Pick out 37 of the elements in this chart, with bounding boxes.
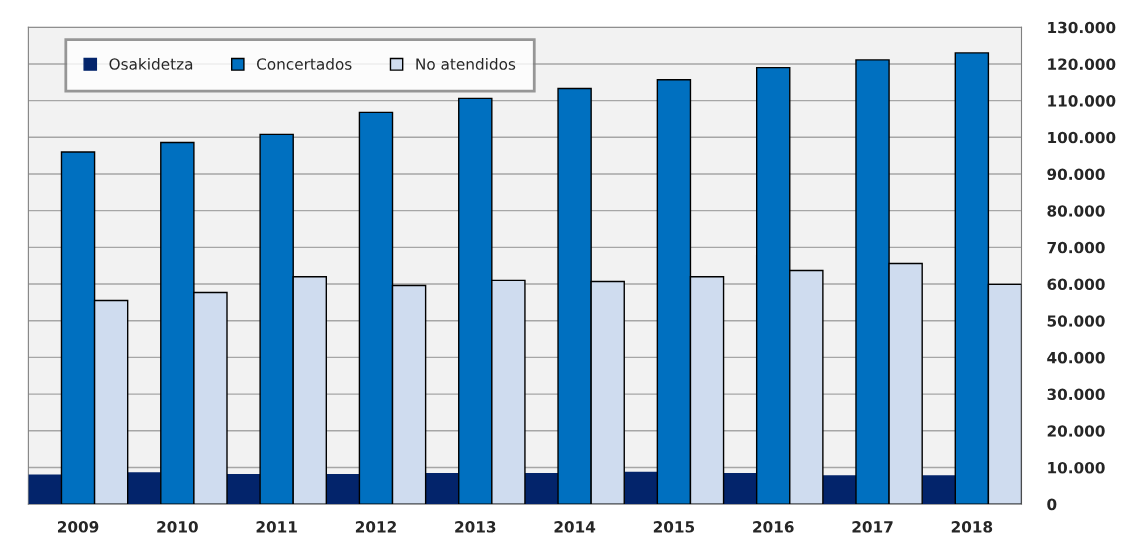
y-tick-label: 110.000 [1048, 95, 1116, 107]
y-tick-label: 10.000 [1048, 461, 1105, 474]
bar [425, 472, 459, 505]
y-tick-label: 60.000 [1047, 278, 1105, 291]
x-tick-label: 2011 [256, 521, 297, 533]
legend-label: No atendidos [416, 57, 516, 70]
bar [326, 474, 360, 505]
y-tick-label: 120.000 [1048, 58, 1116, 70]
legend-label: Concertados [256, 57, 352, 70]
bar [723, 472, 757, 505]
y-tick-label: 130.000 [1048, 21, 1116, 34]
bar [127, 472, 161, 505]
y-tick-label: 100.000 [1048, 131, 1116, 144]
y-tick-label: 40.000 [1047, 351, 1105, 364]
x-tick-label: 2018 [951, 521, 993, 533]
x-tick-label: 2009 [57, 521, 99, 533]
y-tick-label: 50.000 [1047, 315, 1105, 327]
x-tick-label: 2017 [852, 521, 893, 533]
bar [28, 474, 62, 505]
y-tick-label: 70.000 [1047, 241, 1105, 254]
y-tick-label: 90.000 [1047, 168, 1105, 180]
x-tick-label: 2012 [355, 521, 396, 533]
x-tick-label: 2013 [455, 521, 496, 533]
x-tick-label: 2014 [554, 521, 596, 533]
bar [227, 474, 261, 505]
x-tick-label: 2010 [157, 521, 198, 533]
bar [524, 472, 559, 505]
bar [922, 475, 956, 505]
x-tick-label: 2015 [653, 521, 695, 533]
y-tick-label: 20.000 [1047, 425, 1105, 437]
y-tick-label: 80.000 [1047, 205, 1105, 217]
x-tick-label: 2016 [753, 521, 794, 533]
bar [822, 475, 856, 505]
y-tick-label: 30.000 [1047, 388, 1105, 401]
bar [624, 471, 658, 505]
legend-label: Osakidetza [109, 57, 193, 70]
y-tick-label: 0 [1047, 498, 1057, 511]
